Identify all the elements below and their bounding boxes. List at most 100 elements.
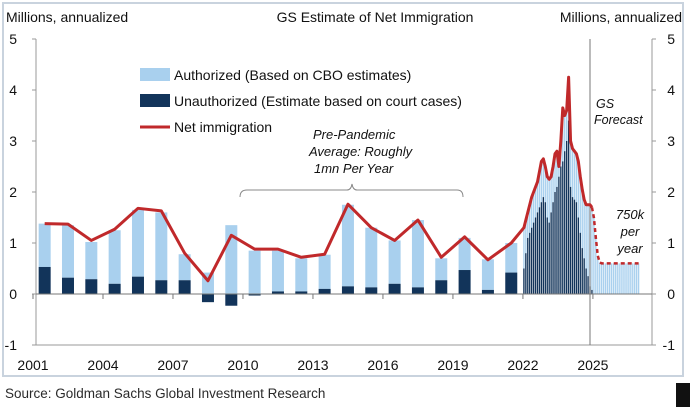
annotation-line: 1mn Per Year [314,161,394,176]
bar-authorized-forecast [620,263,622,294]
bar-unauthorized [546,217,548,294]
bar-authorized-forecast [612,263,615,294]
x-tick-label: 2016 [367,357,398,373]
bar-unauthorized [525,253,527,294]
bar-unauthorized [38,266,51,294]
pre-pandemic-bracket [239,183,464,198]
bar-unauthorized [365,287,378,294]
y-tick-label-right: 5 [667,31,675,47]
bar-authorized [532,192,535,223]
annotation-line: year [616,241,643,256]
bar-authorized [583,199,585,259]
bar-unauthorized [155,280,168,294]
x-tick-label: 2001 [17,357,48,373]
x-tick-label: 2004 [87,357,118,373]
bar-authorized [411,220,424,288]
bar-authorized [523,227,525,269]
bar-authorized [85,241,98,280]
bar-unauthorized [548,222,550,294]
y-tick-label-left: 0 [9,286,17,302]
bar-unauthorized [577,217,580,294]
bar-authorized [534,186,537,218]
bar-authorized [538,171,541,208]
bar-authorized [530,197,533,228]
bar-unauthorized [542,197,545,294]
annotation-line: Average: Roughly [308,144,414,159]
bar-unauthorized [575,202,578,294]
bar-authorized-forecast [635,263,638,294]
bar-authorized [248,250,261,294]
bar-unauthorized [560,166,562,294]
bar-authorized-forecast [630,263,632,294]
y-tick-label-right: 4 [667,82,675,98]
bar-authorized [505,243,518,273]
bar-authorized [587,204,589,277]
bar-unauthorized [341,286,354,294]
bar-authorized-forecast [628,263,630,294]
bar-unauthorized [534,217,537,294]
left-unit-label: Millions, annualized [6,9,128,25]
y-tick-label-left: -1 [5,337,18,353]
pre-pandemic-annotation: Pre-Pandemic Average: Roughly 1mn Per Ye… [239,127,464,198]
legend-swatch-authorized [140,68,170,81]
source-note: Source: Goldman Sachs Global Investment … [5,386,325,401]
bar-unauthorized [178,280,191,294]
bar-unauthorized [552,202,554,294]
y-tick-label-right: -1 [663,337,676,353]
bar-authorized-forecast [624,263,626,294]
bar-authorized [365,227,378,288]
bar-unauthorized [558,176,560,294]
bar-unauthorized [248,294,261,296]
bar-authorized-forecast [599,262,601,294]
bar-unauthorized [85,279,98,294]
bar-authorized-forecast [626,263,628,294]
bar-authorized [529,204,531,233]
bar-authorized [536,181,539,213]
bar-authorized [435,258,448,281]
bar-authorized-forecast [637,263,640,294]
y-tick-label-right: 0 [667,286,675,302]
bar-authorized [131,209,144,277]
bar-authorized [271,250,284,292]
bar-unauthorized [573,199,576,294]
bar-authorized [61,225,74,278]
bar-authorized-forecast [632,263,634,294]
bar-unauthorized [554,192,556,294]
bar-authorized [562,107,564,162]
bar-authorized [585,204,587,269]
annotation-line: Forecast [594,113,643,127]
y-tick-label-left: 5 [9,31,17,47]
bar-authorized [550,176,552,213]
y-tick-label-right: 3 [667,133,675,149]
bar-authorized-forecast [595,237,597,294]
y-tick-label-right: 2 [667,184,675,200]
bar-authorized [564,115,566,152]
bar-authorized-forecast [608,263,611,294]
bar-authorized [554,153,556,192]
bar-unauthorized [581,248,583,294]
legend-label-authorized: Authorized (Based on CBO estimates) [174,67,411,83]
net-immigration-line [44,75,594,283]
chart-title: GS Estimate of Net Immigration [277,9,474,25]
bar-unauthorized [505,272,518,294]
bar-authorized [38,223,51,267]
bar-authorized-forecast [604,263,607,294]
y-tick-label-left: 3 [9,133,17,149]
bar-authorized-forecast [618,263,620,294]
bar-unauthorized [225,294,238,306]
annotation-line: GS [596,97,615,111]
bar-authorized [565,110,568,141]
bar-authorized [295,258,308,292]
bar-unauthorized [481,289,494,294]
bar-unauthorized [529,232,531,294]
bar-authorized-forecast [593,217,595,294]
bar-unauthorized [544,202,546,294]
bar-unauthorized [458,270,471,294]
bar-authorized [575,153,578,203]
bar-authorized [544,166,546,203]
bar-authorized [540,161,543,203]
bar-unauthorized [569,186,572,294]
bar-authorized-forecast [616,263,618,294]
forecast-annotation: GS Forecast 750k per year [594,97,646,256]
